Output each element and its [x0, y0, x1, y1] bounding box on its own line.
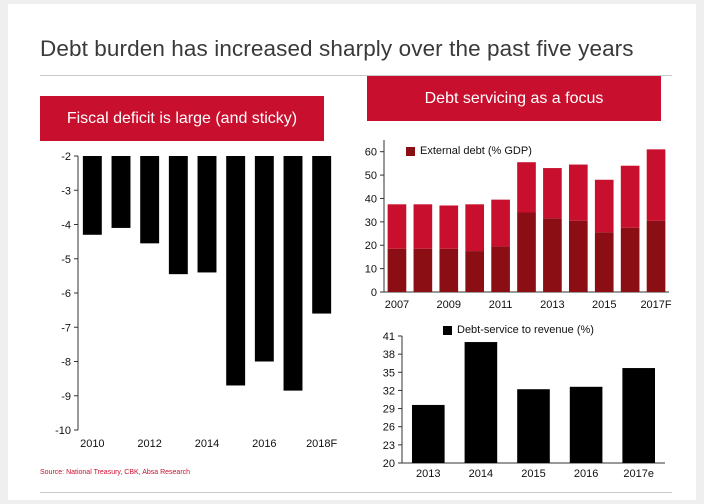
y-tick-label: 20 — [383, 458, 395, 470]
x-tick-label: 2007 — [385, 299, 409, 311]
x-tick-label: 2012 — [137, 438, 161, 450]
external-debt-bar-upper — [620, 165, 640, 228]
y-tick-label: 29 — [383, 404, 395, 416]
x-tick-label: 2016 — [574, 468, 598, 480]
external-debt-bar-lower — [465, 251, 485, 292]
legend-label: Debt-service to revenue (%) — [457, 324, 594, 336]
external-debt-bar-upper — [439, 205, 459, 249]
bottom-divider — [40, 492, 672, 493]
debt-service-bar — [569, 386, 603, 463]
y-tick-label: -5 — [61, 254, 71, 266]
deficit-bar — [226, 156, 246, 386]
legend-swatch — [443, 325, 452, 335]
y-tick-label: 41 — [383, 331, 395, 343]
x-tick-label: 2017e — [623, 468, 654, 480]
deficit-bar — [312, 156, 332, 314]
deficit-bar — [82, 156, 102, 235]
external-debt-bar-lower — [413, 248, 433, 292]
external-debt-bar-lower — [568, 220, 588, 292]
y-tick-label: 35 — [383, 367, 395, 379]
debt-service-bar — [411, 404, 445, 463]
legend-label: External debt (% GDP) — [420, 145, 532, 157]
y-tick-label: -6 — [61, 288, 71, 300]
debt-service-legend: Debt-service to revenue (%) — [443, 324, 594, 336]
external-debt-bar-lower — [517, 212, 536, 292]
deficit-bar — [254, 156, 274, 362]
x-tick-label: 2015 — [592, 299, 616, 311]
external-debt-bar-upper — [543, 168, 562, 219]
deficit-bar — [283, 156, 303, 391]
page-title: Debt burden has increased sharply over t… — [40, 36, 634, 61]
right-chart-banner-text: Debt servicing as a focus — [424, 89, 604, 107]
external-debt-bar-upper — [413, 204, 433, 249]
x-tick-label: 2015 — [521, 468, 545, 480]
x-tick-label: 2014 — [195, 438, 219, 450]
y-tick-label: 60 — [365, 147, 377, 159]
deficit-bar — [197, 156, 217, 273]
y-tick-label: -4 — [61, 220, 71, 232]
deficit-bar — [168, 156, 188, 275]
left-chart-banner: Fiscal deficit is large (and sticky) — [40, 96, 324, 141]
legend-swatch — [406, 146, 415, 156]
y-tick-label: 50 — [365, 170, 377, 182]
slide: Debt burden has increased sharply over t… — [8, 4, 696, 500]
deficit-bar — [140, 156, 160, 244]
debt-service-bar — [622, 368, 656, 463]
y-tick-label: -7 — [61, 322, 71, 334]
x-tick-label: 2011 — [489, 299, 513, 311]
external-debt-bar-lower — [491, 246, 510, 292]
x-tick-label: 2013 — [540, 299, 564, 311]
external-debt-bar-lower — [387, 248, 407, 292]
debt-service-bar — [517, 389, 550, 463]
y-tick-label: 0 — [371, 287, 377, 299]
title-divider — [40, 75, 672, 76]
debt-service-chart: 20 23 26 29 32 35 38 41 2013 2014 2015 2016 2017e — [383, 331, 665, 480]
external-debt-bar-upper — [568, 164, 588, 221]
external-debt-chart: 0 10 20 30 40 50 60 2007 2009 2011 2013 2015 2017F — [365, 140, 672, 311]
y-tick-label: -9 — [61, 391, 71, 403]
source-note: Source: National Treasury, CBK, Absa Res… — [40, 469, 191, 476]
deficit-bar — [111, 156, 131, 228]
external-debt-bar-lower — [646, 220, 666, 292]
left-chart-banner-text: Fiscal deficit is large (and sticky) — [66, 109, 298, 127]
external-debt-bar-upper — [517, 162, 536, 213]
external-debt-bar-lower — [439, 248, 459, 292]
x-tick-label: 2009 — [437, 299, 461, 311]
x-tick-label: 2016 — [252, 438, 276, 450]
external-debt-bar-lower — [543, 218, 562, 292]
y-tick-label: 10 — [365, 264, 377, 276]
y-tick-label: 20 — [365, 240, 377, 252]
x-tick-label: 2014 — [469, 468, 493, 480]
y-tick-label: 40 — [365, 193, 377, 205]
y-tick-label: -2 — [61, 151, 71, 163]
external-debt-bar-lower — [620, 227, 640, 292]
external-debt-bar-upper — [387, 204, 407, 249]
y-tick-label: -8 — [61, 357, 71, 369]
x-tick-label: 2017F — [640, 299, 671, 311]
debt-service-bar — [464, 342, 498, 463]
external-debt-bar-upper — [491, 199, 510, 247]
y-tick-label: 30 — [365, 217, 377, 229]
right-chart-banner: Debt servicing as a focus — [367, 76, 661, 121]
x-tick-label: 2010 — [80, 438, 104, 450]
y-tick-label: -10 — [55, 425, 71, 437]
y-tick-label: -3 — [61, 185, 71, 197]
y-tick-label: 32 — [383, 385, 395, 397]
y-tick-label: 38 — [383, 349, 395, 361]
y-tick-label: 23 — [383, 440, 395, 452]
external-debt-bar-upper — [594, 179, 614, 233]
x-tick-label: 2013 — [416, 468, 440, 480]
x-tick-label: 2018F — [306, 438, 337, 450]
external-debt-bar-upper — [465, 204, 485, 252]
external-debt-bar-lower — [594, 232, 614, 292]
fiscal-deficit-chart: -2 -3 -4 -5 -6 -7 -8 -9 -10 2010 2012 2014 2016 2018F — [55, 151, 337, 450]
y-tick-label: 26 — [383, 422, 395, 434]
external-debt-legend: External debt (% GDP) — [406, 145, 532, 157]
external-debt-bar-upper — [646, 149, 666, 221]
